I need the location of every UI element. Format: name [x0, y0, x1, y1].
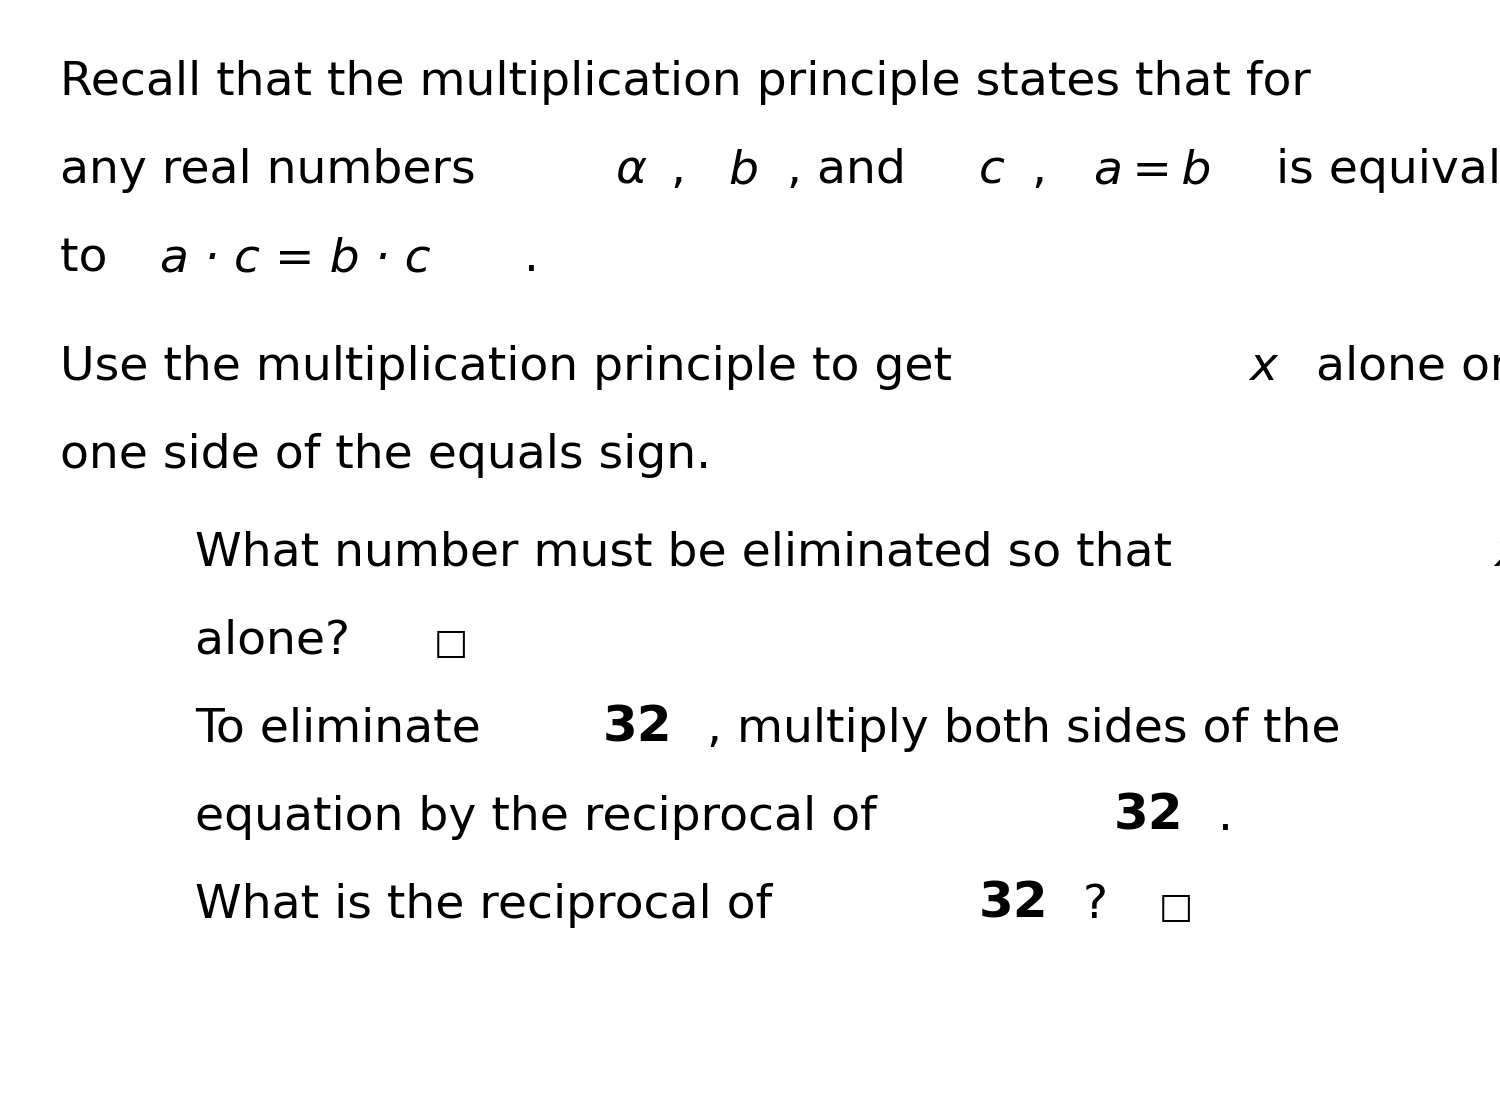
Text: 32: 32 — [603, 704, 672, 752]
Text: , and: , and — [772, 148, 921, 192]
Text: a · c = b · c: a · c = b · c — [160, 236, 430, 280]
Text: .: . — [1203, 795, 1233, 840]
Text: alone?: alone? — [195, 619, 380, 664]
Text: , multiply both sides of the: , multiply both sides of the — [693, 707, 1341, 752]
Text: Recall that the multiplication principle states that for: Recall that the multiplication principle… — [60, 60, 1311, 104]
Text: 32: 32 — [978, 880, 1048, 928]
Text: ,: , — [656, 148, 700, 192]
Text: a = b: a = b — [1095, 148, 1212, 192]
Text: What is the reciprocal of: What is the reciprocal of — [195, 883, 802, 928]
Text: ?: ? — [1068, 883, 1138, 928]
Text: To eliminate: To eliminate — [195, 707, 510, 752]
Text: .: . — [509, 236, 538, 280]
Text: x: x — [1494, 531, 1500, 576]
Text: equation by the reciprocal of: equation by the reciprocal of — [195, 795, 906, 840]
Text: Use the multiplication principle to get: Use the multiplication principle to get — [60, 345, 982, 390]
Text: c: c — [964, 148, 1005, 192]
Text: alone on: alone on — [1286, 345, 1500, 390]
Text: α: α — [615, 148, 646, 192]
Text: b: b — [714, 148, 759, 192]
Text: any real numbers: any real numbers — [60, 148, 491, 192]
Text: one side of the equals sign.: one side of the equals sign. — [60, 433, 711, 478]
Text: is equivalent: is equivalent — [1246, 148, 1500, 192]
Text: x: x — [1250, 345, 1278, 390]
Text: □: □ — [1158, 891, 1192, 925]
Text: □: □ — [433, 627, 468, 661]
Text: What number must be eliminated so that: What number must be eliminated so that — [195, 531, 1202, 576]
Text: 32: 32 — [1113, 792, 1184, 840]
Text: to: to — [60, 236, 138, 280]
Text: ,: , — [1017, 148, 1077, 192]
